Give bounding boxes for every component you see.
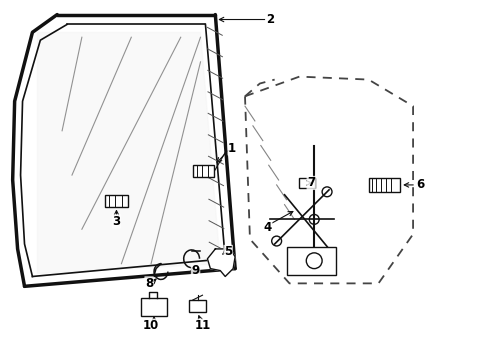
Text: 10: 10 — [143, 319, 159, 332]
FancyBboxPatch shape — [193, 165, 214, 177]
Polygon shape — [37, 32, 220, 274]
Text: 3: 3 — [112, 215, 121, 228]
Text: 2: 2 — [266, 13, 274, 26]
Text: 5: 5 — [224, 246, 232, 258]
FancyBboxPatch shape — [368, 178, 400, 192]
Text: 7: 7 — [307, 176, 315, 189]
Text: 4: 4 — [264, 221, 272, 234]
Text: 6: 6 — [416, 179, 424, 192]
FancyBboxPatch shape — [104, 195, 128, 207]
Text: 1: 1 — [228, 142, 236, 155]
FancyBboxPatch shape — [141, 298, 167, 316]
FancyBboxPatch shape — [287, 247, 336, 275]
Text: 9: 9 — [192, 264, 200, 277]
FancyBboxPatch shape — [299, 178, 315, 188]
Text: 11: 11 — [195, 319, 211, 332]
Polygon shape — [207, 249, 235, 276]
FancyBboxPatch shape — [189, 300, 206, 312]
Text: 8: 8 — [145, 277, 153, 290]
